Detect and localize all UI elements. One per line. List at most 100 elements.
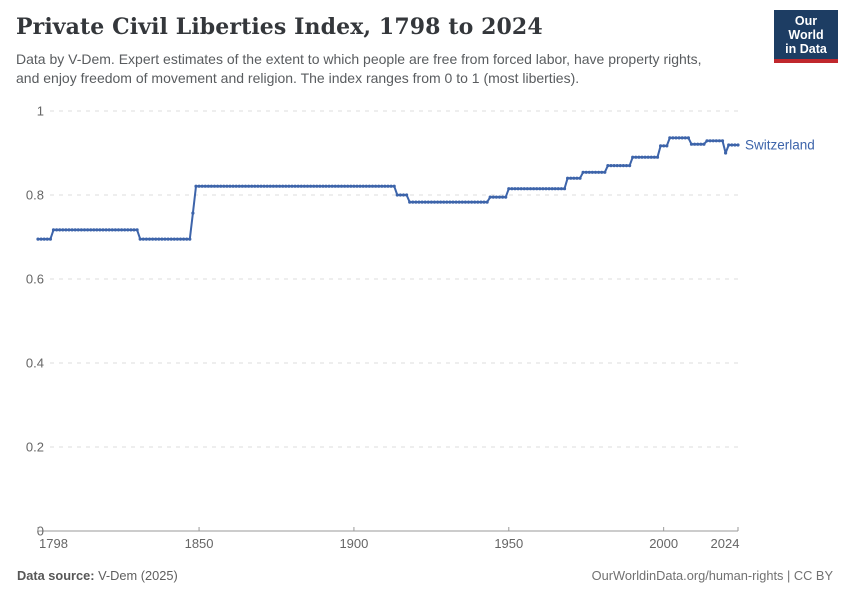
data-point-1893 [330, 184, 334, 188]
data-point-1929 [442, 200, 446, 204]
data-point-2021 [727, 143, 731, 147]
data-point-2009 [689, 142, 694, 146]
data-point-1809 [70, 228, 74, 232]
data-point-1850 [197, 184, 201, 188]
line-chart[interactable]: 0 0.2 0.4 0.6 0.8 1 1798 1850 1900 1950 2000 2024 Sw… [0, 95, 850, 565]
data-point-2000 [662, 144, 666, 148]
data-point-1874 [271, 184, 275, 188]
data-point-1970 [569, 176, 573, 180]
data-point-1998 [655, 155, 660, 159]
data-point-1801 [45, 237, 49, 241]
data-point-1992 [637, 155, 641, 159]
data-point-1999 [659, 144, 663, 148]
data-point-1805 [58, 228, 62, 232]
data-point-1831 [138, 237, 142, 241]
x-tick-label-2000: 2000 [649, 536, 678, 551]
series-line-switzerland[interactable] [37, 136, 739, 241]
credit-link[interactable]: OurWorldinData.org/human-rights | CC BY [591, 568, 833, 583]
data-source-value: V-Dem (2025) [94, 568, 178, 583]
data-point-1918 [408, 200, 412, 204]
data-point-1922 [420, 200, 424, 204]
data-point-1851 [200, 184, 204, 188]
data-point-1972 [575, 176, 579, 180]
data-point-1913 [392, 184, 396, 188]
data-point-1914 [395, 193, 399, 197]
data-point-2013 [702, 142, 706, 146]
data-point-1873 [268, 184, 272, 188]
data-point-1909 [380, 184, 384, 188]
data-point-2014 [705, 139, 709, 143]
data-point-1832 [141, 237, 145, 241]
data-point-1980 [600, 170, 604, 174]
data-point-1907 [374, 184, 378, 188]
data-point-1875 [274, 184, 279, 188]
data-point-1976 [587, 170, 591, 174]
data-point-1848 [191, 211, 195, 215]
data-point-1916 [401, 193, 406, 197]
data-point-1981 [603, 170, 607, 174]
data-point-1858 [222, 184, 226, 188]
data-point-1811 [76, 228, 80, 232]
data-point-1986 [618, 164, 622, 168]
data-point-1808 [67, 228, 71, 232]
data-point-1959 [535, 187, 539, 191]
data-source-label: Data source: [17, 568, 95, 583]
data-point-1956 [525, 187, 530, 191]
data-point-1945 [491, 195, 495, 199]
data-point-1857 [219, 184, 223, 188]
data-point-1863 [237, 184, 241, 188]
data-point-1967 [559, 187, 564, 191]
data-point-1838 [160, 237, 164, 241]
data-point-1830 [135, 228, 139, 232]
data-point-1991 [634, 155, 638, 159]
data-point-1904 [364, 184, 368, 188]
data-point-1883 [299, 184, 303, 188]
data-point-1814 [86, 228, 90, 232]
data-point-1994 [643, 155, 647, 159]
data-point-1827 [126, 228, 130, 232]
data-point-1820 [104, 228, 108, 232]
data-point-1996 [649, 155, 653, 159]
data-point-1816 [92, 228, 96, 232]
data-point-1958 [532, 187, 536, 191]
data-point-1856 [216, 184, 220, 188]
data-point-1839 [163, 237, 167, 241]
data-point-1843 [175, 237, 179, 241]
data-point-1969 [566, 176, 570, 180]
data-point-1960 [538, 187, 542, 191]
data-point-1886 [309, 184, 313, 188]
data-point-1812 [79, 228, 83, 232]
data-point-1870 [259, 184, 263, 188]
series-label-switzerland[interactable]: Switzerland [745, 138, 815, 153]
data-point-1919 [411, 200, 415, 204]
data-point-1810 [73, 228, 77, 232]
data-point-1974 [581, 170, 585, 174]
data-point-1835 [151, 237, 155, 241]
data-point-1842 [172, 237, 176, 241]
owid-logo[interactable]: Our World in Data [774, 10, 838, 63]
data-point-2006 [680, 136, 684, 140]
data-source: Data source: V-Dem (2025) [17, 568, 178, 583]
data-point-2012 [699, 142, 703, 146]
data-point-1878 [284, 184, 288, 188]
y-tick-label-0.8: 0.8 [26, 188, 44, 203]
data-point-1859 [225, 184, 229, 188]
chart-footer: Data source: V-Dem (2025) OurWorldinData… [0, 566, 850, 590]
data-point-1957 [528, 187, 533, 191]
data-point-2011 [696, 142, 700, 146]
data-point-2002 [668, 136, 672, 140]
data-point-1807 [64, 228, 68, 232]
data-point-1813 [82, 228, 87, 232]
data-point-1846 [185, 237, 189, 241]
data-point-1888 [315, 184, 319, 188]
data-point-2020 [724, 151, 728, 155]
data-point-1984 [612, 164, 616, 168]
data-point-1815 [89, 228, 93, 232]
data-point-1937 [466, 200, 471, 204]
data-point-1927 [436, 200, 440, 204]
data-point-1993 [640, 155, 644, 159]
data-point-1829 [132, 228, 136, 232]
data-point-1932 [451, 200, 455, 204]
data-point-1822 [110, 228, 114, 232]
